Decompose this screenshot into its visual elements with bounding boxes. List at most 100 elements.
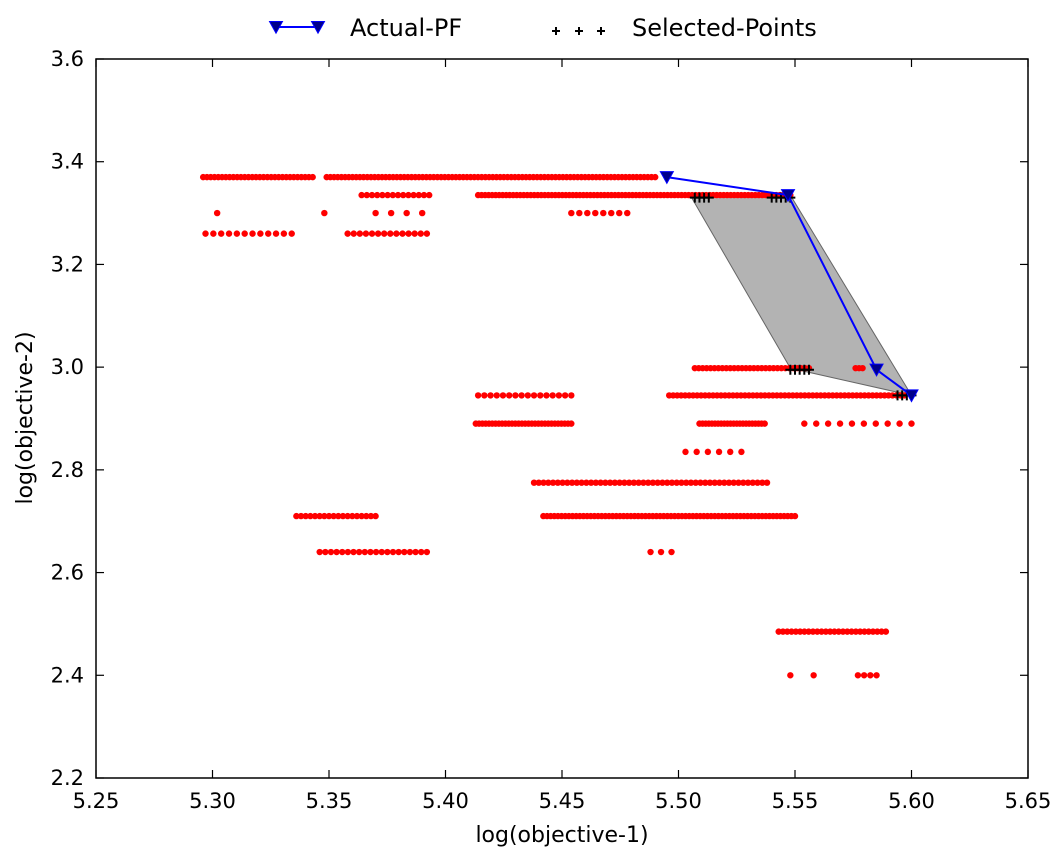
actual-pf-marker [780, 189, 796, 203]
data-point [280, 230, 288, 237]
y-tick-label: 2.4 [51, 663, 84, 687]
data-point [611, 479, 619, 486]
data-point [403, 209, 410, 217]
y-tick-label: 3.0 [51, 355, 84, 379]
data-point [418, 548, 425, 556]
data-point [854, 672, 862, 679]
data-point [600, 209, 607, 217]
data-point [481, 392, 488, 399]
data-point [791, 512, 799, 520]
data-point [387, 209, 395, 217]
data-point [349, 512, 356, 520]
legend: Actual-PF Selected-Points [268, 14, 817, 42]
x-tick-label: 5.25 [73, 789, 120, 813]
y-axis-label: log(objective-2) [13, 331, 38, 504]
data-point [761, 420, 768, 427]
data-point [597, 479, 604, 486]
data-point [564, 479, 571, 486]
data-point [537, 392, 544, 399]
x-tick-label: 5.50 [655, 789, 702, 813]
data-point [702, 479, 709, 486]
legend-pf-marker [268, 20, 284, 35]
data-point [335, 512, 342, 520]
legend-actual-pf-label: Actual-PF [350, 14, 462, 42]
data-point [363, 191, 371, 199]
data-point [559, 479, 566, 486]
data-point [716, 479, 723, 486]
data-point [381, 230, 388, 237]
data-point [540, 479, 547, 486]
x-tick-label: 5.35 [306, 789, 353, 813]
data-point [787, 672, 794, 679]
data-point [801, 420, 808, 427]
actual-pf-marker [659, 171, 675, 185]
data-point [372, 512, 379, 520]
data-point [608, 209, 615, 217]
data-point [860, 420, 868, 427]
data-point [740, 479, 747, 486]
data-point [704, 448, 712, 456]
data-point [583, 479, 590, 486]
y-tick-label: 3.4 [51, 150, 84, 174]
data-point [350, 548, 357, 556]
data-point [578, 479, 585, 486]
actual-pf-marker [904, 389, 919, 403]
data-point [379, 191, 386, 199]
data-point [592, 479, 600, 486]
data-point [530, 392, 538, 399]
data-point [241, 230, 248, 237]
data-point [322, 548, 329, 556]
data-point [358, 512, 365, 520]
data-point [848, 420, 856, 427]
data-point [412, 548, 419, 556]
data-point [217, 230, 225, 237]
data-point [499, 392, 507, 399]
data-point [576, 209, 583, 217]
data-point [417, 230, 424, 237]
data-point [721, 479, 728, 486]
data-point [394, 191, 402, 199]
data-point [302, 512, 309, 520]
data-point [367, 548, 374, 556]
data-point [330, 512, 337, 520]
x-tick-label: 5.65 [1005, 789, 1052, 813]
data-point [420, 191, 428, 199]
data-point [873, 672, 880, 679]
data-point [602, 479, 609, 486]
data-point [374, 230, 382, 237]
legend-selected-marker [597, 27, 605, 35]
y-tick-label: 3.6 [51, 47, 84, 71]
data-point [374, 191, 381, 199]
x-tick-label: 5.55 [772, 789, 819, 813]
data-point [344, 230, 351, 237]
data-point [706, 479, 714, 486]
data-point [659, 479, 666, 486]
data-point [474, 392, 482, 399]
data-point [339, 512, 347, 520]
data-point [625, 479, 633, 486]
data-point [682, 448, 689, 456]
data-point [368, 230, 376, 237]
data-point [860, 672, 868, 679]
data-point [715, 448, 723, 456]
selected-point [803, 364, 814, 375]
data-point [213, 209, 221, 217]
data-point [693, 448, 700, 456]
data-point [356, 230, 364, 237]
data-point [606, 479, 614, 486]
data-point [333, 548, 340, 556]
data-point [584, 209, 591, 217]
data-point [549, 392, 556, 399]
data-point [249, 230, 256, 237]
data-point [587, 479, 595, 486]
data-point [325, 512, 333, 520]
data-point [419, 209, 426, 217]
data-point [884, 420, 891, 427]
data-point [824, 420, 832, 427]
data-point [673, 479, 680, 486]
data-point [297, 512, 305, 520]
x-tick-label: 5.60 [888, 789, 935, 813]
data-point [554, 479, 562, 486]
data-point [384, 548, 391, 556]
